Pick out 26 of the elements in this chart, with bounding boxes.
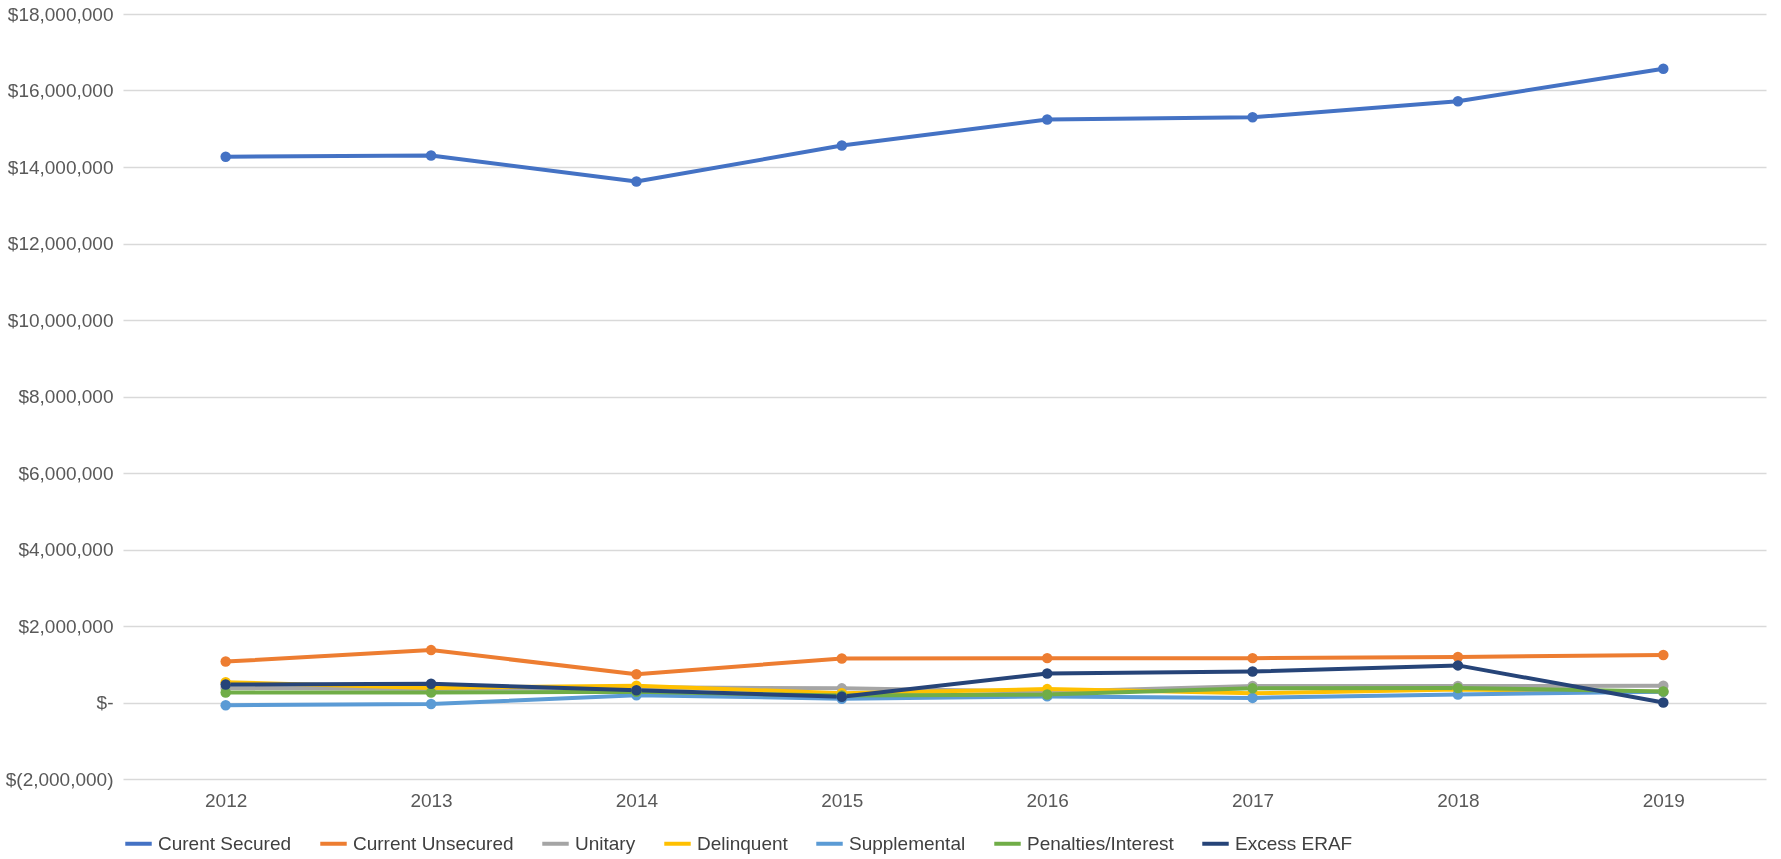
y-tick-label: $4,000,000 <box>18 539 114 560</box>
y-tick-label: $18,000,000 <box>7 3 114 25</box>
y-tick-label: $16,000,000 <box>7 80 114 101</box>
y-tick-label: $14,000,000 <box>7 156 114 178</box>
y-tick-label: $(2,000,000) <box>5 768 114 790</box>
legend-label: Supplemental <box>849 832 966 854</box>
y-tick-label: $10,000,000 <box>7 309 114 331</box>
legend-label: Curent Secured <box>158 832 292 854</box>
x-tick-label: 2017 <box>1231 789 1275 811</box>
y-tick-label: $2,000,000 <box>18 615 114 637</box>
y-tick-label: $8,000,000 <box>18 386 114 407</box>
y-tick-label: $12,000,000 <box>7 233 114 254</box>
x-tick-label: 2014 <box>615 789 659 811</box>
x-tick-label: 2015 <box>821 789 864 811</box>
x-tick-label: 2019 <box>1642 789 1685 811</box>
y-tick-label: $6,000,000 <box>18 462 114 484</box>
y-tick-label: $- <box>96 692 114 713</box>
legend-label: Excess ERAF <box>1235 832 1353 854</box>
x-tick-label: 2012 <box>205 789 248 811</box>
x-tick-label: 2016 <box>1026 789 1069 811</box>
legend-label: Current Unsecured <box>353 832 514 854</box>
legend-label: Penalties/Interest <box>1027 832 1175 854</box>
x-tick-label: 2013 <box>410 789 453 811</box>
x-tick-label: 2018 <box>1437 789 1480 811</box>
legend-label: Unitary <box>575 832 636 854</box>
legend-label: Delinquent <box>697 832 789 854</box>
